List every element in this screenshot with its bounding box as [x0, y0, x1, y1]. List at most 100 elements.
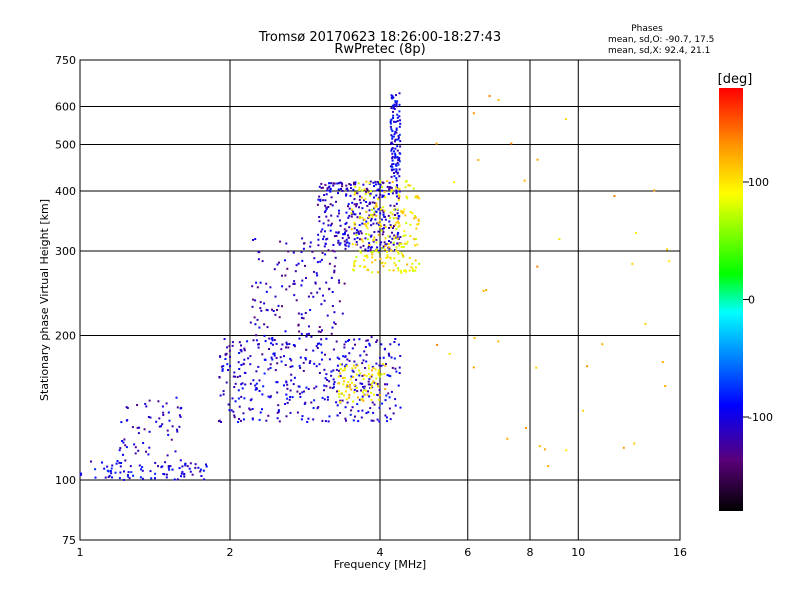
data-point [148, 430, 151, 433]
data-point [388, 353, 390, 356]
data-point [333, 235, 336, 238]
data-point [288, 343, 291, 345]
data-point [345, 386, 348, 389]
data-point [265, 282, 268, 285]
data-point [237, 397, 240, 400]
data-point [329, 189, 332, 192]
data-point [337, 241, 340, 244]
data-point [338, 395, 341, 398]
x-tick-label: 8 [527, 546, 534, 559]
data-point [344, 244, 347, 247]
data-point [324, 204, 327, 207]
data-point [379, 186, 382, 189]
data-point [345, 194, 348, 197]
data-point [316, 203, 319, 206]
data-point [332, 182, 335, 185]
data-point [345, 238, 348, 241]
data-point [154, 472, 157, 475]
data-point [376, 372, 379, 375]
data-point [376, 189, 378, 192]
data-point [355, 241, 358, 243]
data-point [393, 262, 396, 265]
data-point [372, 411, 375, 414]
data-point [414, 216, 417, 219]
data-point [399, 119, 401, 122]
data-point [243, 347, 246, 350]
data-point [453, 181, 456, 184]
y-tick-label: 500 [55, 139, 76, 152]
data-point [390, 390, 393, 393]
data-point [382, 265, 385, 268]
data-point [367, 222, 370, 225]
data-point [319, 260, 322, 263]
data-point [355, 205, 358, 208]
data-point [357, 230, 360, 233]
data-point [338, 357, 341, 360]
data-point [302, 247, 305, 250]
data-point [370, 385, 373, 388]
data-point [396, 156, 399, 158]
data-point [162, 473, 165, 475]
data-point [360, 398, 363, 401]
data-point [405, 270, 408, 273]
data-point [397, 199, 400, 202]
data-point [373, 231, 376, 233]
data-point [345, 398, 348, 401]
data-point [390, 128, 393, 131]
data-point [412, 187, 415, 190]
data-point [394, 154, 397, 157]
data-point [332, 378, 335, 381]
data-point [321, 396, 324, 399]
data-point [395, 249, 398, 252]
data-point [384, 248, 386, 251]
y-tick-label: 200 [55, 330, 76, 343]
data-point [365, 389, 367, 392]
data-point [154, 461, 157, 464]
data-point [293, 294, 296, 297]
data-point [123, 470, 125, 473]
data-point [395, 104, 398, 107]
data-point [390, 175, 393, 178]
data-point [133, 443, 136, 446]
data-point [267, 395, 270, 398]
data-point [299, 356, 302, 359]
data-point [365, 374, 368, 377]
data-point [411, 212, 414, 215]
data-point [353, 265, 356, 268]
data-point [277, 304, 280, 307]
data-point [358, 198, 361, 201]
data-point [353, 181, 355, 184]
data-point [408, 257, 411, 259]
data-point [310, 335, 313, 338]
data-point [369, 407, 372, 410]
data-point [258, 326, 261, 329]
data-point [366, 227, 369, 230]
data-point [227, 369, 229, 371]
data-point [395, 177, 398, 180]
data-point [366, 204, 369, 207]
data-point [279, 356, 282, 359]
data-point [176, 428, 178, 431]
data-point [144, 402, 147, 405]
data-point [370, 336, 373, 339]
data-point [377, 251, 380, 254]
data-point [414, 215, 416, 217]
data-point [389, 165, 392, 168]
data-point [402, 255, 405, 258]
data-point [294, 270, 297, 273]
data-point [243, 371, 246, 374]
data-point [394, 264, 397, 267]
x-tick-label: 6 [464, 546, 471, 559]
data-point [331, 249, 334, 252]
data-point [184, 462, 187, 465]
data-point [390, 249, 393, 252]
data-point [311, 250, 314, 253]
data-point [405, 222, 408, 225]
data-point [316, 407, 319, 410]
data-point [344, 247, 347, 250]
data-point [258, 379, 261, 382]
data-point [343, 282, 346, 285]
data-point [392, 208, 395, 211]
data-point [354, 366, 357, 369]
data-point [394, 100, 397, 103]
